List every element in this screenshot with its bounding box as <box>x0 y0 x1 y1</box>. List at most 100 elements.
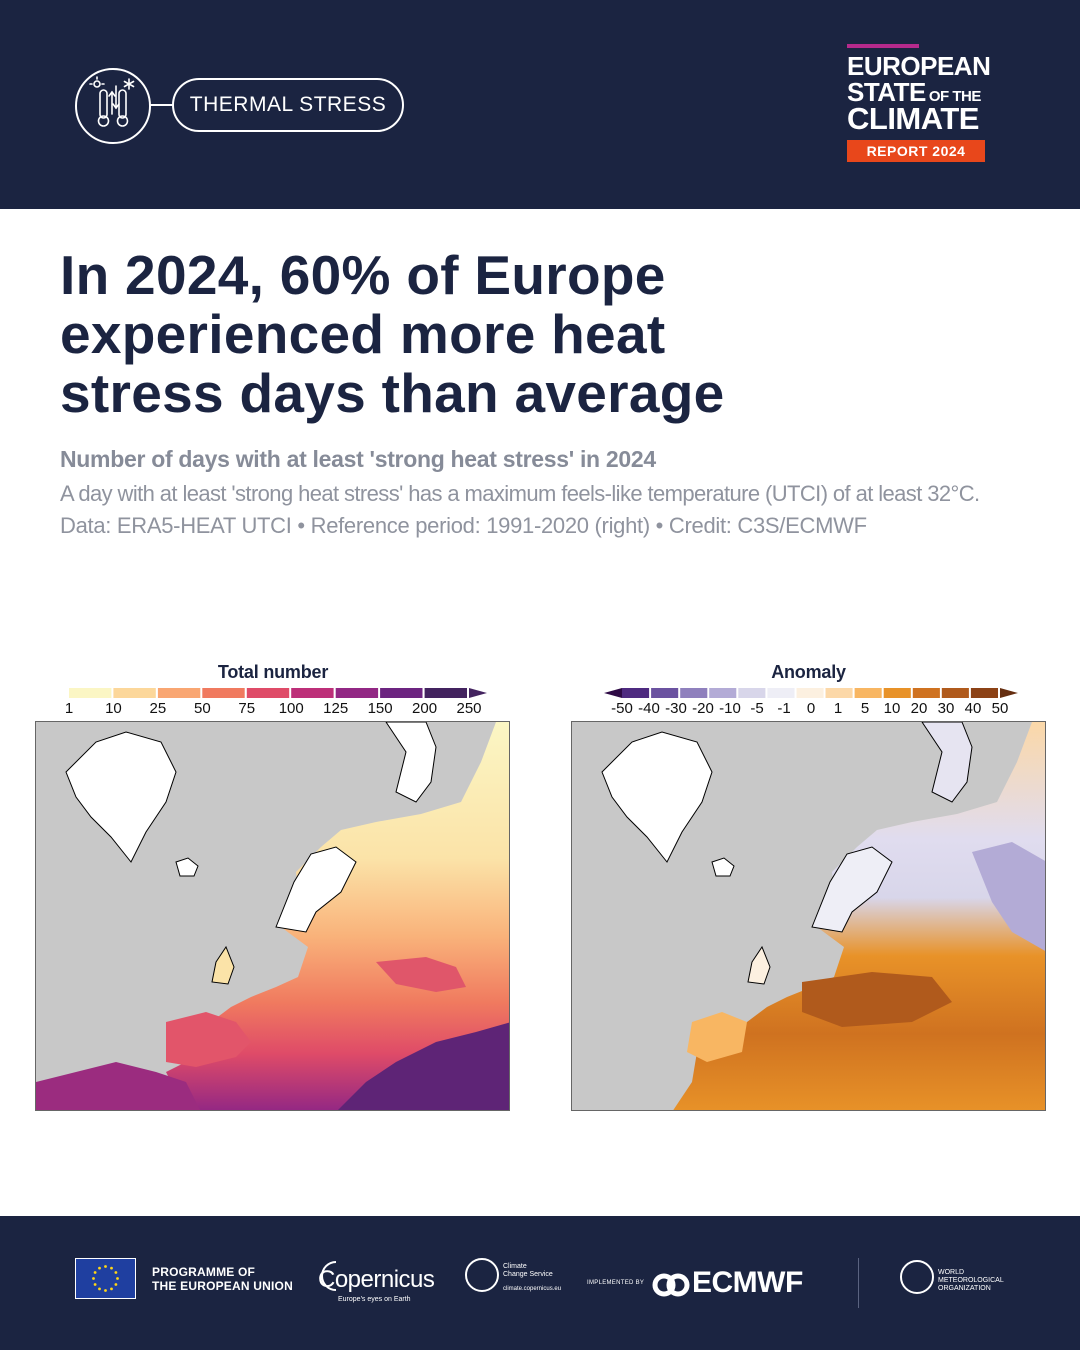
logo-line-climate: CLIMATE <box>847 101 979 136</box>
left-colorbar-tick: 100 <box>278 700 304 717</box>
headline-line-3: stress days than average <box>60 362 725 424</box>
footer-logos: PROGRAMME OF THE EUROPEAN UNION Copernic… <box>0 1216 1080 1350</box>
right-colorbar-swatch <box>767 688 795 698</box>
right-colorbar-tick: 30 <box>937 700 955 717</box>
eu-programme-label: PROGRAMME OF THE EUROPEAN UNION <box>152 1265 293 1293</box>
copernicus-arc-icon <box>321 1261 337 1291</box>
left-colorbar-swatch <box>246 688 290 698</box>
right-colorbar-tick: -5 <box>750 700 764 717</box>
eu-star-icon <box>116 1277 119 1280</box>
c3s-globe-icon <box>465 1258 499 1292</box>
implemented-by-label: IMPLEMENTED BY <box>587 1280 645 1286</box>
right-colorbar-tick: -40 <box>638 700 660 717</box>
eu-label-line-1: PROGRAMME OF <box>152 1265 256 1279</box>
left-colorbar-tick: 50 <box>193 700 211 717</box>
right-colorbar-tick: 20 <box>910 700 928 717</box>
wmo-line-3: ORGANIZATION <box>938 1285 991 1292</box>
eu-star-icon <box>93 1271 97 1274</box>
ecmwf-wordmark: ECMWF <box>692 1266 803 1299</box>
right-colorbar-tick: -50 <box>611 700 633 717</box>
left-colorbar-tick: 250 <box>456 700 482 717</box>
ecmwf-symbol-icon <box>652 1273 690 1297</box>
left-colorbar-swatch <box>113 688 156 698</box>
eu-star-icon <box>93 1283 97 1286</box>
right-colorbar-tick: -10 <box>719 700 741 717</box>
eu-star-icon <box>110 1287 113 1291</box>
right-colorbar-swatch <box>680 688 708 698</box>
left-colorbar-swatch <box>157 688 201 698</box>
right-colorbar-swatch <box>941 688 969 698</box>
left-colorbar-ticks: 1 10 25 50 75 100 125 150 200 250 <box>65 700 487 718</box>
eu-star-icon <box>114 1283 118 1286</box>
logo-line-state: STATE OF THE <box>847 78 981 111</box>
eu-label-line-2: THE EUROPEAN UNION <box>152 1279 293 1293</box>
thermometer-sun-snow-icon <box>75 68 151 144</box>
logo-accent-bar <box>847 44 919 48</box>
right-colorbar-tick: 1 <box>833 700 843 717</box>
figure-subtitle: Number of days with at least 'strong hea… <box>60 446 656 472</box>
left-colorbar-tick: 25 <box>149 700 167 717</box>
headline-line-1: In 2024, 60% of Europe <box>60 244 666 306</box>
left-colorbar-swatches <box>69 688 487 698</box>
c3s-name-line-1: Climate <box>503 1263 527 1270</box>
right-colorbar-tick: -30 <box>665 700 687 717</box>
copernicus-wordmark: Copernicus <box>318 1266 435 1293</box>
left-colorbar-tick: 75 <box>238 700 256 717</box>
right-colorbar-swatch <box>796 688 824 698</box>
c3s-name-line-2: Change Service <box>503 1271 553 1278</box>
wmo-name: WORLD METEOROLOGICAL ORGANIZATION <box>938 1269 1004 1293</box>
right-colorbar-extend-arrow-right <box>1000 688 1018 698</box>
right-colorbar-extend-arrow-left <box>604 688 622 698</box>
logo-state-word: STATE <box>847 77 926 107</box>
right-colorbar <box>604 686 1018 700</box>
wmo-logo: WORLD METEOROLOGICAL ORGANIZATION <box>900 1260 1030 1300</box>
c3s-url: climate.copernicus.eu <box>503 1286 562 1292</box>
eu-flag-icon <box>75 1258 136 1299</box>
left-colorbar-tick: 150 <box>367 700 393 717</box>
left-colorbar-swatch <box>335 688 379 698</box>
header-banner: THERMAL STRESS EUROPEAN STATE OF THE CLIM… <box>0 0 1080 209</box>
theme-label: THERMAL STRESS <box>172 78 404 132</box>
footer-divider <box>858 1258 859 1308</box>
eu-star-icon <box>114 1271 118 1274</box>
right-colorbar-tick: 50 <box>991 700 1009 717</box>
figure-description: A day with at least 'strong heat stress'… <box>60 481 980 506</box>
right-colorbar-swatch <box>651 688 679 698</box>
wmo-line-2: METEOROLOGICAL <box>938 1277 1004 1284</box>
right-colorbar-swatch <box>709 688 737 698</box>
left-colorbar <box>69 686 487 700</box>
copernicus-tagline: Europe's eyes on Earth <box>338 1296 411 1303</box>
right-colorbar-swatches <box>604 688 1018 698</box>
left-colorbar-swatch <box>380 688 423 698</box>
right-colorbar-tick: 10 <box>883 700 901 717</box>
report-logo: EUROPEAN STATE OF THE CLIMATE REPORT 2024 <box>847 44 991 164</box>
eu-star-icon <box>104 1265 107 1268</box>
left-colorbar-tick: 125 <box>323 700 349 717</box>
right-colorbar-swatch <box>825 688 853 698</box>
left-colorbar-swatch <box>424 688 467 698</box>
eu-star-icon <box>110 1266 113 1270</box>
data-source-credit: Data: ERA5-HEAT UTCI • Reference period:… <box>60 513 867 538</box>
eu-star-icon <box>104 1289 107 1292</box>
left-map-title: Total number <box>217 662 329 682</box>
right-colorbar-ticks: -50 -40 -30 -20 -10 -5 -1 0 1 5 10 20 30 40 50 <box>604 700 1018 718</box>
eu-star-icon <box>98 1287 101 1291</box>
wmo-line-1: WORLD <box>938 1269 965 1276</box>
right-colorbar-tick: -20 <box>692 700 714 717</box>
left-colorbar-tick: 200 <box>412 700 438 717</box>
right-map-title: Anomaly <box>771 662 846 682</box>
right-colorbar-swatch <box>883 688 911 698</box>
left-colorbar-swatch <box>202 688 245 698</box>
left-heat-stress-map <box>35 721 510 1111</box>
left-colorbar-tick: 10 <box>105 700 122 717</box>
right-colorbar-tick: -1 <box>777 700 791 717</box>
logo-line-european: EUROPEAN <box>847 51 991 81</box>
copernicus-logo: Copernicus Europe's eyes on Earth <box>318 1256 438 1306</box>
eu-star-icon <box>98 1266 101 1270</box>
headline: In 2024, 60% of Europe experienced more … <box>60 246 960 423</box>
ecmwf-logo: ECMWF <box>652 1266 817 1302</box>
right-colorbar-tick: 40 <box>964 700 982 717</box>
report-year-badge: REPORT 2024 <box>847 140 985 162</box>
right-colorbar-tick: 0 <box>806 700 816 717</box>
right-colorbar-swatch <box>622 688 650 698</box>
